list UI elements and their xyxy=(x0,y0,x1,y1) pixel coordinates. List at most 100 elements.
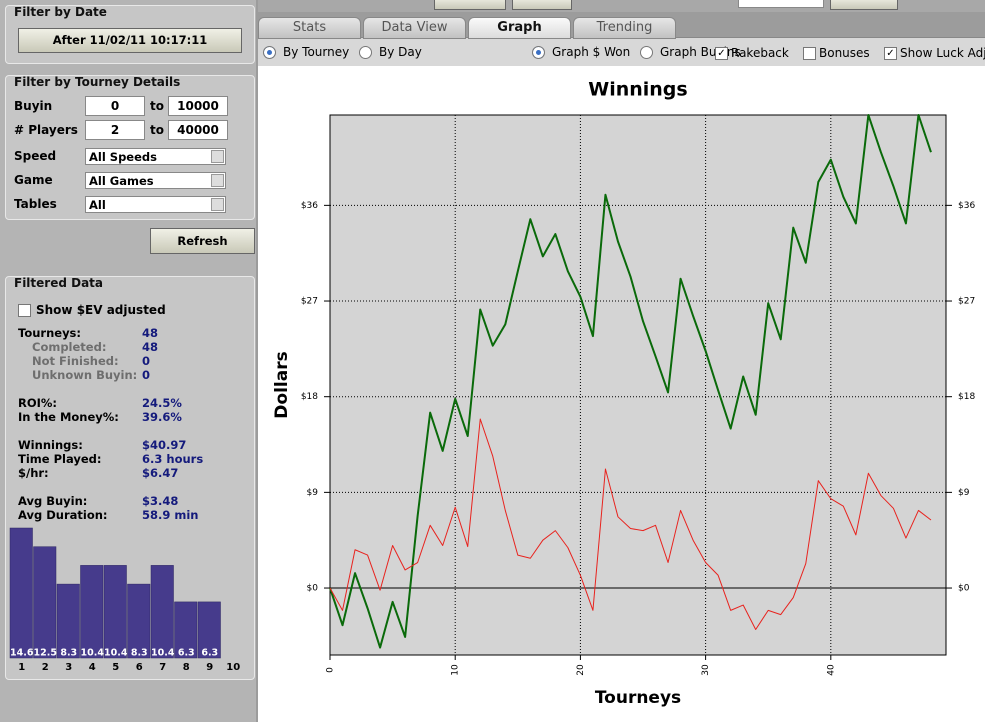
select[interactable]: All Speeds xyxy=(85,148,226,165)
checkbox-label: Show $EV adjusted xyxy=(36,303,166,317)
bar-value-label: 14.6 xyxy=(10,648,34,659)
y-tick-label: $9 xyxy=(307,488,319,498)
stat-value: 39.6% xyxy=(142,410,182,424)
plot-area xyxy=(329,114,947,656)
stat-label: Avg Duration: xyxy=(18,508,108,522)
tab[interactable]: Data View xyxy=(363,17,466,39)
radio[interactable] xyxy=(359,46,372,59)
input[interactable]: 0 xyxy=(85,96,145,116)
x-tick-label: 7 xyxy=(159,662,166,673)
section-title: Filtered Data xyxy=(14,276,104,290)
stat-value: 48 xyxy=(142,326,159,340)
input[interactable]: 2 xyxy=(85,120,145,140)
stat-value: 6.3 hours xyxy=(142,452,204,466)
x-tick-label: 1 xyxy=(18,662,25,673)
x-axis-label: Tourneys xyxy=(595,688,681,708)
bar-value-label: 12.5 xyxy=(34,648,57,659)
radio-label: Graph $ Won xyxy=(552,45,631,59)
x-tick-label: 10 xyxy=(226,662,240,673)
field-label: Buyin xyxy=(14,99,53,113)
chart: Winnings Tourneys Dollars $0 $0 $9 $9 $18 $18 $27… xyxy=(258,66,985,722)
top-button[interactable] xyxy=(512,0,572,10)
stat-label: ROI%: xyxy=(18,396,58,410)
x-tick-label: 3 xyxy=(65,662,72,673)
field-label: # Players xyxy=(14,123,78,137)
top-button[interactable] xyxy=(434,0,506,10)
y-tick-label: $18 xyxy=(958,392,975,402)
top-field[interactable] xyxy=(738,0,824,8)
bar xyxy=(127,583,151,659)
stat-label: Winnings: xyxy=(18,438,83,452)
line-series xyxy=(329,418,932,630)
checkbox[interactable] xyxy=(803,47,816,60)
x-tick-label: 9 xyxy=(206,662,213,673)
radio-label: By Day xyxy=(379,45,422,59)
bar-value-label: 8.3 xyxy=(131,648,148,659)
x-tick-label: 20 xyxy=(576,664,586,676)
to-label: to xyxy=(150,99,164,113)
radio[interactable] xyxy=(532,46,545,59)
stat-value: $40.97 xyxy=(142,438,187,452)
checkbox[interactable] xyxy=(18,304,31,317)
x-tick-label: 4 xyxy=(89,662,96,673)
refresh-button[interactable]: Refresh xyxy=(150,228,255,254)
top-button[interactable] xyxy=(830,0,898,10)
y-tick-label: $18 xyxy=(301,392,318,402)
y-tick-label: $0 xyxy=(958,584,970,594)
stat-value: $6.47 xyxy=(142,466,179,480)
bar xyxy=(150,565,174,659)
input[interactable]: 10000 xyxy=(168,96,228,116)
x-tick-label: 6 xyxy=(136,662,143,673)
input[interactable]: 40000 xyxy=(168,120,228,140)
stat-label: $/hr: xyxy=(18,466,49,480)
checkbox-label: Bonuses xyxy=(819,46,870,60)
histogram: 1 14.6 2 12.5 3 8.3 4 10.4 5 10.4 6 8.3 7 10.4 8 6.3 9 6.… xyxy=(9,527,240,673)
x-tick-label: 30 xyxy=(701,664,711,676)
bar xyxy=(80,565,104,659)
to-label: to xyxy=(150,123,164,137)
bar-value-label: 10.4 xyxy=(81,648,105,659)
select[interactable]: All Games xyxy=(85,172,226,189)
y-tick-label: $36 xyxy=(958,201,975,211)
section-title: Filter by Tourney Details xyxy=(14,75,181,89)
x-tick-label: 2 xyxy=(42,662,49,673)
section-title: Filter by Date xyxy=(14,5,107,19)
tab[interactable]: Graph xyxy=(468,17,571,39)
date-button[interactable]: After 11/02/11 10:17:11 xyxy=(18,28,242,53)
stat-value: 0 xyxy=(142,354,151,368)
bar xyxy=(9,527,33,659)
radio[interactable] xyxy=(640,46,653,59)
x-tick-label: 8 xyxy=(183,662,190,673)
field-label: Tables xyxy=(14,197,57,211)
bar-value-label: 8.3 xyxy=(60,648,77,659)
stat-label: Tourneys: xyxy=(18,326,82,340)
chart-title: Winnings xyxy=(588,79,687,101)
tab[interactable]: Trending xyxy=(573,17,676,39)
checkbox[interactable]: ✓ xyxy=(884,47,897,60)
select[interactable]: All xyxy=(85,196,226,213)
checkbox-label: Rakeback xyxy=(731,46,789,60)
stat-label: In the Money%: xyxy=(18,410,119,424)
stat-label: Time Played: xyxy=(18,452,102,466)
bar xyxy=(174,601,198,659)
y-tick-label: $27 xyxy=(301,297,318,307)
stat-sub-label: Completed: xyxy=(32,340,107,354)
y-axis-label: Dollars xyxy=(272,351,292,418)
radio-label: Graph Buyins xyxy=(660,45,741,59)
x-tick-label: 40 xyxy=(826,664,836,676)
y-tick-label: $0 xyxy=(307,584,319,594)
stat-label: Avg Buyin: xyxy=(18,494,88,508)
checkbox-label: Show Luck Adj xyxy=(900,46,985,60)
stat-value: 48 xyxy=(142,340,159,354)
bar-value-label: 10.4 xyxy=(151,648,175,659)
checkbox[interactable]: ✓ xyxy=(715,47,728,60)
y-tick-label: $9 xyxy=(958,488,970,498)
stat-sub-label: Unknown Buyin: xyxy=(32,368,138,382)
bar-value-label: 10.4 xyxy=(104,648,128,659)
x-tick-label: 5 xyxy=(112,662,119,673)
tab[interactable]: Stats xyxy=(258,17,361,39)
options-bar xyxy=(258,37,985,67)
radio[interactable] xyxy=(263,46,276,59)
bar-value-label: 6.3 xyxy=(178,648,195,659)
